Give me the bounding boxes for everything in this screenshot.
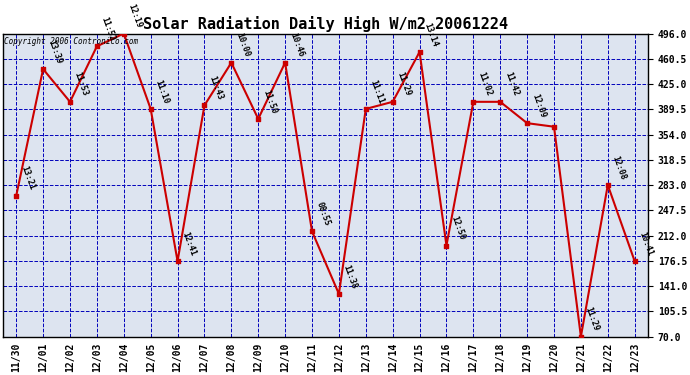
Point xyxy=(414,49,425,55)
Text: Copyright 2006 Contronico.com: Copyright 2006 Contronico.com xyxy=(4,36,138,45)
Point xyxy=(37,66,48,72)
Text: 11:10: 11:10 xyxy=(153,78,170,105)
Text: 13:14: 13:14 xyxy=(422,21,440,48)
Text: 10:41: 10:41 xyxy=(638,231,655,257)
Point xyxy=(253,116,264,122)
Point xyxy=(360,106,371,112)
Point xyxy=(468,99,479,105)
Point xyxy=(495,99,506,105)
Point xyxy=(441,243,452,249)
Text: 11:38: 11:38 xyxy=(342,263,359,290)
Text: 13:21: 13:21 xyxy=(19,165,36,192)
Point xyxy=(549,124,560,130)
Point xyxy=(226,60,237,66)
Text: 12:50: 12:50 xyxy=(449,215,466,242)
Text: 11:52: 11:52 xyxy=(99,16,117,42)
Point xyxy=(64,99,75,105)
Point xyxy=(199,102,210,108)
Text: 12:19: 12:19 xyxy=(126,3,144,29)
Text: 11:43: 11:43 xyxy=(207,75,224,101)
Point xyxy=(306,228,317,234)
Point xyxy=(145,106,156,112)
Text: 10:00: 10:00 xyxy=(234,32,251,58)
Text: 11:29: 11:29 xyxy=(584,306,601,332)
Text: 10:46: 10:46 xyxy=(288,32,305,58)
Text: 13:39: 13:39 xyxy=(46,38,63,65)
Point xyxy=(11,193,22,199)
Point xyxy=(172,258,183,264)
Text: 12:41: 12:41 xyxy=(180,231,197,257)
Text: 11:50: 11:50 xyxy=(261,88,278,115)
Text: 11:02: 11:02 xyxy=(476,71,493,98)
Point xyxy=(118,30,129,36)
Point xyxy=(522,120,533,126)
Text: 11:53: 11:53 xyxy=(72,71,90,98)
Point xyxy=(91,44,102,50)
Text: 11:11: 11:11 xyxy=(368,78,386,105)
Title: Solar Radiation Daily High W/m2 20061224: Solar Radiation Daily High W/m2 20061224 xyxy=(143,16,508,32)
Point xyxy=(333,291,344,297)
Text: 12:08: 12:08 xyxy=(611,154,628,181)
Point xyxy=(602,182,613,188)
Text: 11:29: 11:29 xyxy=(395,71,413,98)
Text: 12:09: 12:09 xyxy=(530,92,547,119)
Point xyxy=(387,99,398,105)
Point xyxy=(279,60,290,66)
Text: 08:55: 08:55 xyxy=(315,201,332,227)
Text: 11:42: 11:42 xyxy=(503,71,520,98)
Point xyxy=(629,258,640,264)
Point xyxy=(575,334,586,340)
